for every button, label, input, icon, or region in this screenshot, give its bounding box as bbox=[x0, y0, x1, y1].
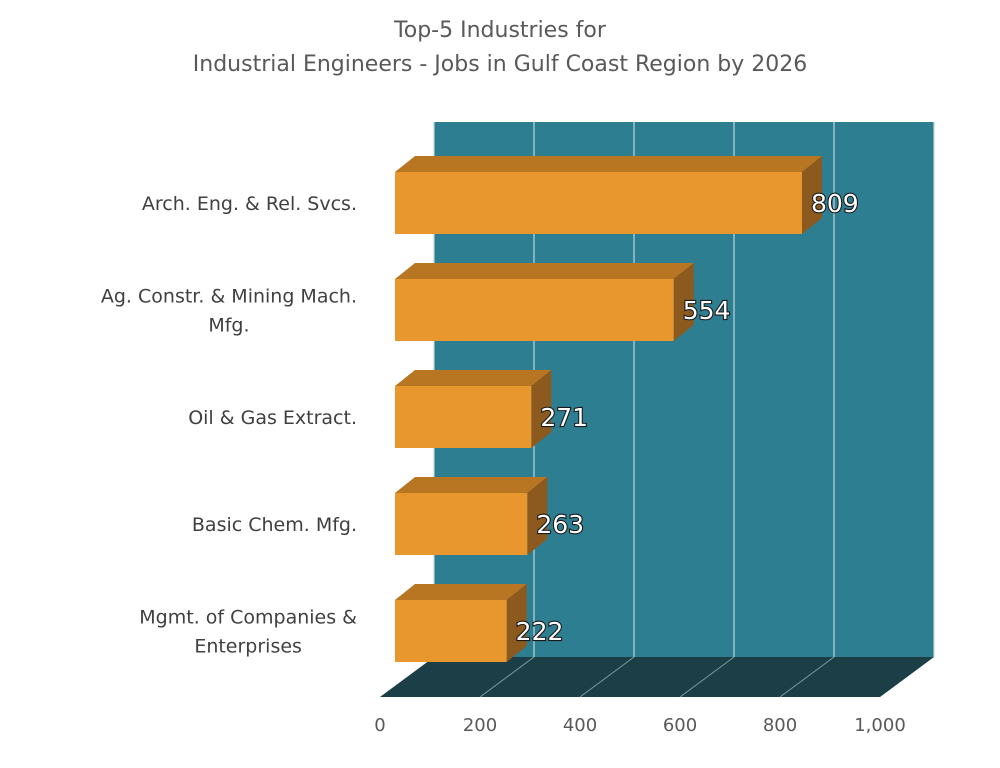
bars: 809 554 271 263 222 bbox=[395, 156, 860, 662]
floor-gridline-4 bbox=[779, 656, 835, 698]
bar-1: 554 bbox=[395, 263, 732, 341]
plot-back-wall bbox=[434, 122, 934, 657]
bar-top-face-1 bbox=[395, 263, 694, 279]
category-label-3: Basic Chem. Mfg. bbox=[192, 514, 357, 536]
category-label-0-line-0: Arch. Eng. & Rel. Svcs. bbox=[142, 193, 357, 215]
category-label-2: Oil & Gas Extract. bbox=[188, 407, 357, 429]
category-label-2-line-0: Oil & Gas Extract. bbox=[188, 407, 357, 429]
bar-4: 222 bbox=[395, 584, 565, 662]
bar-front-face-4 bbox=[395, 600, 507, 662]
bar-front-face-3 bbox=[395, 493, 528, 555]
category-label-0: Arch. Eng. & Rel. Svcs. bbox=[142, 193, 357, 215]
floor-gridline-1 bbox=[479, 656, 535, 698]
x-tick-label-2: 400 bbox=[563, 715, 597, 736]
chart-title: Top-5 Industries for Industrial Engineer… bbox=[0, 14, 1000, 82]
x-tick-label-5: 1,000 bbox=[854, 715, 906, 736]
bar-front-face-1 bbox=[395, 279, 674, 341]
data-label-2: 271 bbox=[540, 403, 588, 432]
bar-0: 809 bbox=[395, 156, 860, 234]
x-axis-tick-labels: 0 200 400 600 800 1,000 bbox=[374, 715, 905, 736]
chart-title-line-2: Industrial Engineers - Jobs in Gulf Coas… bbox=[192, 52, 808, 77]
bar-side-face-1 bbox=[673, 263, 694, 341]
data-label-1: 554 bbox=[683, 296, 731, 325]
bar-top-face-0 bbox=[395, 156, 822, 172]
bar-front-face-2 bbox=[395, 386, 532, 448]
category-label-4: Mgmt. of Companies & Enterprises bbox=[139, 607, 357, 658]
x-tick-label-1: 200 bbox=[463, 715, 497, 736]
x-tick-label-4: 800 bbox=[763, 715, 797, 736]
bar-top-face-4 bbox=[395, 584, 527, 600]
data-label-4: 222 bbox=[516, 617, 564, 646]
bar-2: 271 bbox=[395, 370, 589, 448]
bar-side-face-2 bbox=[531, 370, 552, 448]
category-labels: Arch. Eng. & Rel. Svcs. Ag. Constr. & Min… bbox=[101, 193, 357, 658]
bar-side-face-3 bbox=[527, 477, 548, 555]
category-label-1-line-0: Ag. Constr. & Mining Mach. bbox=[101, 286, 357, 308]
category-label-1-line-1: Mfg. bbox=[208, 315, 249, 337]
category-label-4-line-1: Enterprises bbox=[194, 636, 302, 658]
floor-gridline-2 bbox=[579, 656, 635, 698]
floor-gridline-3 bbox=[679, 656, 735, 698]
category-label-1: Ag. Constr. & Mining Mach. Mfg. bbox=[101, 286, 357, 337]
floor-gridlines bbox=[479, 656, 835, 698]
bar-side-face-0 bbox=[802, 156, 822, 234]
data-label-3: 263 bbox=[536, 510, 584, 539]
plot-floor bbox=[380, 657, 934, 697]
x-tick-label-0: 0 bbox=[374, 715, 385, 736]
category-label-4-line-0: Mgmt. of Companies & bbox=[139, 607, 357, 629]
bar-top-face-2 bbox=[395, 370, 552, 386]
bar-front-face-0 bbox=[395, 172, 802, 234]
x-tick-label-3: 600 bbox=[663, 715, 697, 736]
bar-side-face-4 bbox=[506, 584, 527, 662]
category-label-3-line-0: Basic Chem. Mfg. bbox=[192, 514, 357, 536]
chart-title-line-1: Top-5 Industries for bbox=[394, 18, 606, 43]
bar-top-face-3 bbox=[395, 477, 548, 493]
bar-3: 263 bbox=[395, 477, 585, 555]
data-label-0: 809 bbox=[811, 189, 859, 218]
